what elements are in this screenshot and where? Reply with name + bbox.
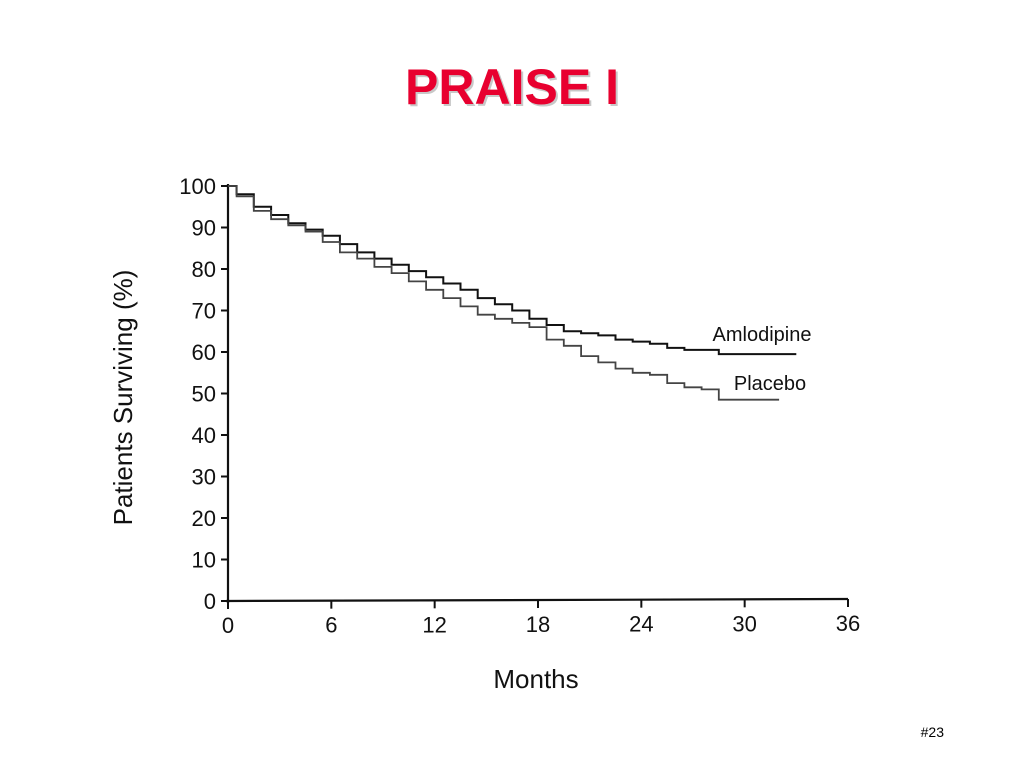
x-tick-label: 0 xyxy=(222,613,234,638)
y-axis-title: Patients Surviving (%) xyxy=(108,270,138,526)
x-tick-label: 24 xyxy=(629,612,653,637)
y-tick-label: 40 xyxy=(192,423,216,448)
chart-axes: 0 10 20 30 40 50 60 70 80 90 100 0 6 12 18 24 30 36 Months… xyxy=(108,174,860,694)
x-tick-label: 18 xyxy=(526,612,550,637)
y-tick-label: 30 xyxy=(192,465,216,490)
y-tick-label: 20 xyxy=(192,506,216,531)
y-tick-label: 10 xyxy=(192,548,216,573)
slide-number: #23 xyxy=(920,724,944,740)
slide-title: PRAISE I xyxy=(405,59,619,115)
x-tick-label: 30 xyxy=(732,611,756,636)
y-tick-label: 80 xyxy=(192,257,216,282)
series-line-amlodipine xyxy=(228,185,797,356)
series-line-placebo xyxy=(228,185,780,401)
y-tick-label: 60 xyxy=(192,340,216,365)
y-tick-label: 70 xyxy=(192,299,216,324)
x-tick-label: 36 xyxy=(836,611,860,636)
x-tick-label: 12 xyxy=(422,612,446,637)
x-tick-label: 6 xyxy=(325,613,337,638)
series-label-placebo: Placebo xyxy=(734,373,806,395)
y-tick-label: 100 xyxy=(179,174,216,199)
chart-labels: Amlodipine Placebo xyxy=(713,324,812,395)
x-axis-title: Months xyxy=(493,664,578,694)
chart-series xyxy=(228,185,797,401)
y-tick-label: 50 xyxy=(192,382,216,407)
y-tick-label: 90 xyxy=(192,216,216,241)
y-tick-label: 0 xyxy=(204,589,216,614)
series-label-amlodipine: Amlodipine xyxy=(713,324,812,346)
